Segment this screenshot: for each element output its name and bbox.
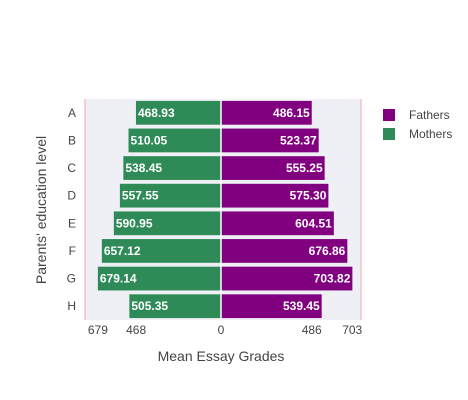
bar-fathers-c[interactable] bbox=[221, 156, 325, 180]
bar-mothers-e[interactable] bbox=[113, 211, 221, 236]
bars-group bbox=[97, 100, 353, 319]
bar-label-mothers-e: 590.95 bbox=[116, 216, 153, 230]
bar-label-fathers-b: 523.37 bbox=[280, 133, 317, 147]
bar-label-fathers-f: 676.86 bbox=[309, 244, 346, 258]
legend-swatch-fathers[interactable] bbox=[383, 109, 395, 121]
bar-label-fathers-h: 539.45 bbox=[283, 299, 320, 313]
x-tick-label: 703 bbox=[342, 323, 362, 337]
bar-label-mothers-b: 510.05 bbox=[131, 133, 168, 147]
bar-mothers-b[interactable] bbox=[128, 128, 221, 153]
bar-mothers-h[interactable] bbox=[129, 294, 221, 319]
bar-label-fathers-a: 486.15 bbox=[273, 106, 310, 120]
x-tick-labels: 679 468 0 486 703 bbox=[88, 323, 363, 337]
bar-label-mothers-h: 505.35 bbox=[131, 299, 168, 313]
legend-label-fathers[interactable]: Fathers bbox=[409, 108, 450, 122]
bar-fathers-e[interactable] bbox=[221, 211, 334, 236]
reference-lines bbox=[84, 99, 362, 320]
y-category-label-h: H bbox=[67, 299, 76, 313]
bar-label-fathers-d: 575.30 bbox=[290, 189, 327, 203]
bar-mothers-a[interactable] bbox=[135, 100, 221, 125]
y-category-label-a: A bbox=[68, 106, 76, 120]
bar-label-mothers-g: 679.14 bbox=[100, 272, 137, 286]
bar-fathers-h[interactable] bbox=[221, 294, 322, 319]
legend-label-mothers[interactable]: Mothers bbox=[409, 127, 452, 141]
bar-label-mothers-d: 557.55 bbox=[122, 189, 159, 203]
y-category-label-f: F bbox=[69, 244, 76, 258]
y-category-label-c: C bbox=[67, 161, 76, 175]
x-tick-label: 0 bbox=[218, 323, 225, 337]
legend[interactable]: Fathers Mothers bbox=[383, 108, 452, 141]
bar-labels-group: 468.93 510.05 538.45 557.55 590.95 657.12 679.… bbox=[100, 106, 351, 313]
bar-fathers-a[interactable] bbox=[221, 100, 312, 125]
y-axis-title: Parents' education level bbox=[33, 136, 49, 284]
y-category-label-d: D bbox=[67, 189, 76, 203]
bar-mothers-c[interactable] bbox=[123, 156, 221, 180]
bar-fathers-d[interactable] bbox=[221, 183, 329, 208]
x-tick-label: 679 bbox=[88, 323, 108, 337]
bar-mothers-d[interactable] bbox=[119, 183, 221, 208]
bar-label-mothers-a: 468.93 bbox=[138, 106, 175, 120]
bar-mothers-g[interactable] bbox=[97, 266, 221, 291]
y-category-label-e: E bbox=[68, 216, 76, 230]
y-category-label-b: B bbox=[68, 133, 76, 147]
bar-mothers-f[interactable] bbox=[101, 239, 221, 263]
x-tick-label: 486 bbox=[302, 323, 322, 337]
bar-fathers-g[interactable] bbox=[221, 266, 353, 291]
bar-label-fathers-e: 604.51 bbox=[295, 216, 332, 230]
legend-swatch-mothers[interactable] bbox=[383, 128, 395, 140]
bar-label-mothers-c: 538.45 bbox=[125, 161, 162, 175]
bar-label-fathers-c: 555.25 bbox=[286, 161, 323, 175]
x-tick-label: 468 bbox=[126, 323, 146, 337]
bar-label-fathers-g: 703.82 bbox=[314, 272, 351, 286]
x-axis-title: Mean Essay Grades bbox=[158, 348, 285, 364]
bar-fathers-f[interactable] bbox=[221, 239, 348, 263]
y-category-label-g: G bbox=[67, 272, 76, 286]
bar-label-mothers-f: 657.12 bbox=[104, 244, 141, 258]
bar-fathers-b[interactable] bbox=[221, 128, 319, 153]
